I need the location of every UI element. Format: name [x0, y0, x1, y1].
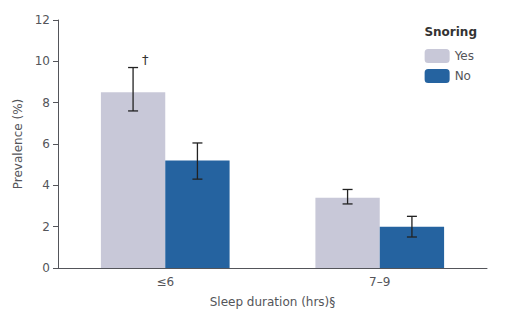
svg-text:2: 2	[42, 220, 50, 234]
svg-text:No: No	[455, 69, 471, 83]
svg-text:7–9: 7–9	[369, 275, 390, 289]
svg-text:≤6: ≤6	[156, 275, 174, 289]
svg-text:Snoring: Snoring	[424, 25, 477, 39]
svg-text:Sleep duration (hrs)§: Sleep duration (hrs)§	[210, 295, 336, 309]
svg-text:Prevalence (%): Prevalence (%)	[11, 99, 25, 189]
svg-text:†: †	[142, 52, 149, 67]
svg-text:6: 6	[42, 137, 50, 151]
svg-text:4: 4	[42, 178, 50, 192]
svg-text:12: 12	[35, 13, 50, 27]
svg-text:10: 10	[35, 54, 50, 68]
svg-text:Yes: Yes	[454, 49, 474, 63]
svg-text:0: 0	[42, 261, 50, 275]
svg-text:8: 8	[42, 96, 50, 110]
